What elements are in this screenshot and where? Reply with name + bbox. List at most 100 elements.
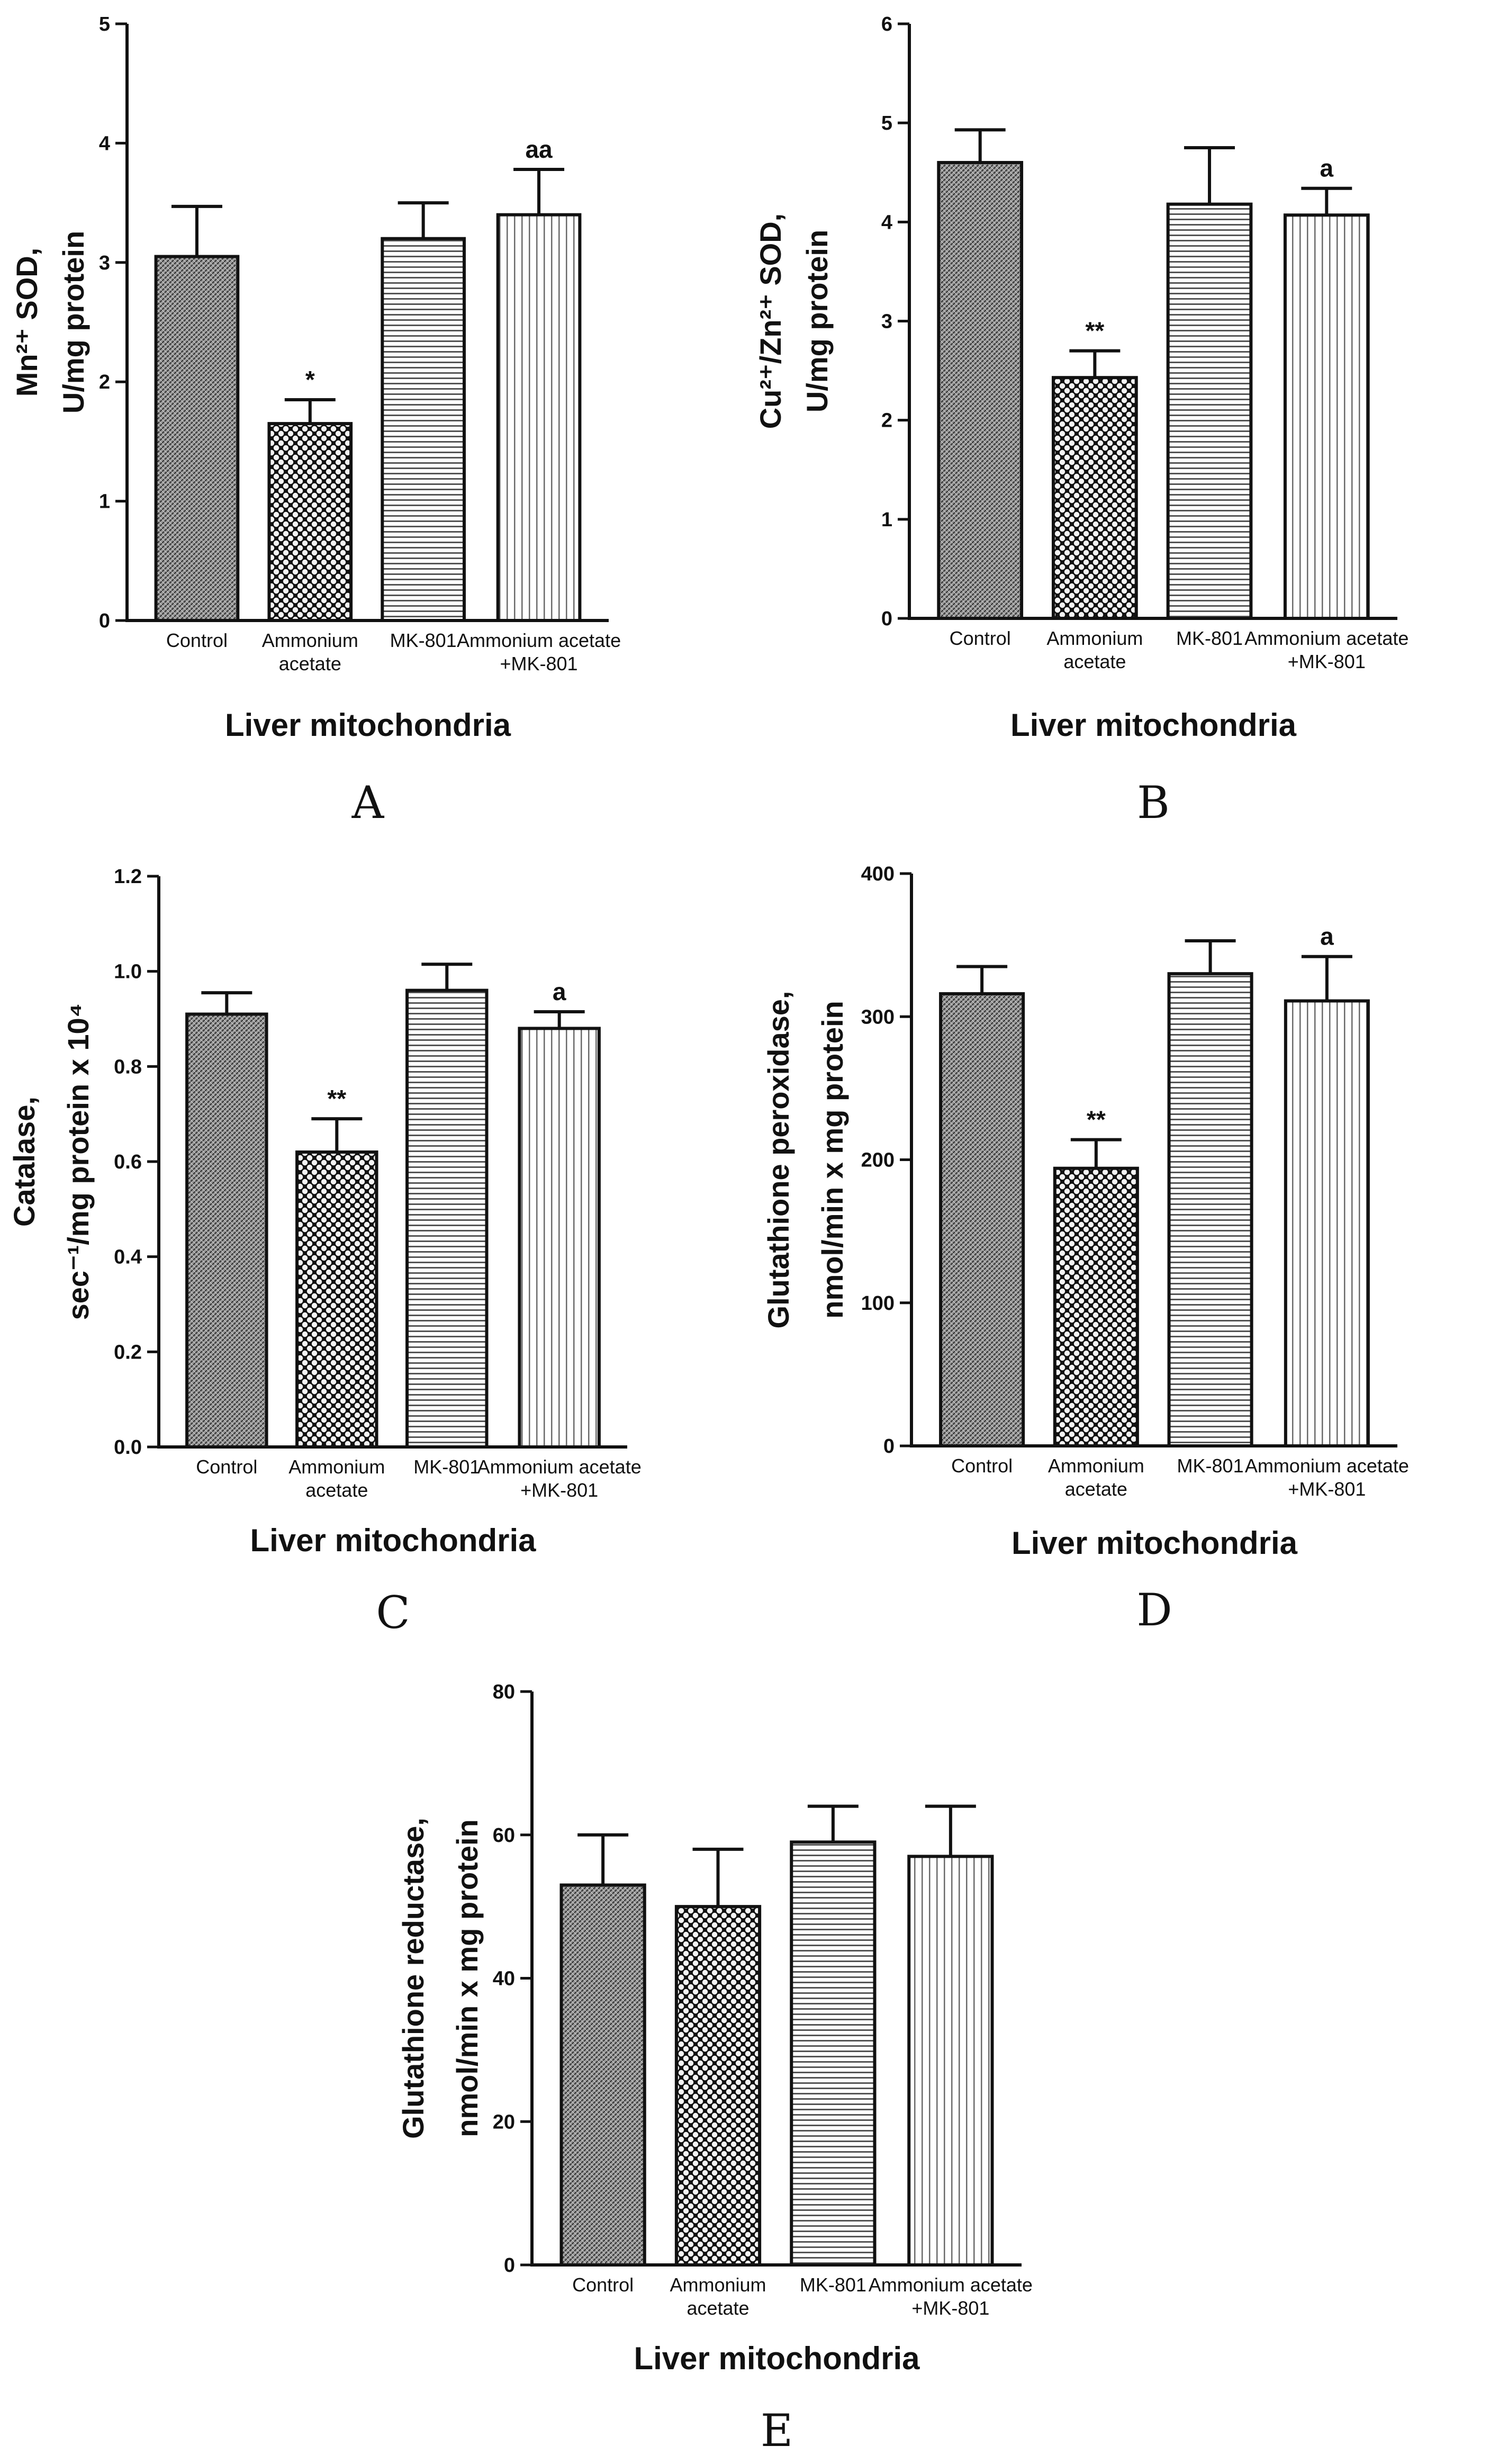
bar [405,988,489,1449]
category-label: MK-801 [1176,627,1243,649]
category-label: MK-801 [390,630,457,651]
y-tick-label: 5 [881,112,892,134]
y-tick-label: 1 [99,491,110,513]
y-axis-title: Mn²⁺ SOD, [10,248,43,397]
category-label: Ammonium acetate [457,630,621,651]
category-label: acetate [687,2297,749,2319]
category-label: Control [166,630,228,651]
significance-label: * [305,366,315,393]
bar [295,1150,378,1449]
category-label: acetate [1063,651,1126,672]
y-tick-label: 0 [99,610,110,632]
bar [674,1905,762,2267]
bar [496,213,582,622]
category-label: MK-801 [1177,1455,1244,1477]
panel-letter: D [1136,1584,1172,1636]
category-label: Control [950,627,1011,649]
significance-label: ** [1085,317,1104,345]
bar [518,1027,601,1449]
category-label: Ammonium [1046,627,1143,649]
x-axis-title: Liver mitochondria [250,1523,536,1558]
category-label: Ammonium [262,630,358,651]
y-tick-label: 1.2 [114,866,142,888]
category-label: +MK-801 [911,2297,989,2319]
y-tick-label: 1 [881,509,892,531]
y-tick-label: 2 [99,371,110,393]
category-label: acetate [1065,1478,1127,1500]
bar [381,237,466,623]
y-tick-label: 400 [861,863,895,885]
category-label: MK-801 [800,2274,866,2296]
y-tick-label: 40 [493,1968,515,1990]
y-tick-label: 3 [99,252,110,274]
y-tick-label: 4 [881,211,892,233]
y-axis-title: nmol/min x mg protein [816,1001,849,1318]
y-tick-label: 0 [504,2254,515,2277]
significance-label: ** [327,1085,346,1112]
bar [907,1855,994,2267]
x-axis-title: Liver mitochondria [634,2341,920,2376]
y-tick-label: 6 [881,13,892,35]
y-axis-title: Catalase, [7,1096,41,1227]
category-label: Control [951,1455,1013,1477]
y-axis-title: Cu²⁺/Zn²⁺ SOD, [754,213,787,429]
significance-label: a [1320,923,1334,950]
bar [267,422,353,623]
y-tick-label: 1.0 [114,961,142,983]
bar [1053,1166,1139,1448]
bar [1283,213,1370,620]
y-tick-label: 3 [881,311,892,333]
category-label: +MK-801 [1288,1478,1366,1500]
bar [939,992,1025,1447]
y-axis-title: U/mg protein [800,230,834,412]
bar [1166,202,1253,621]
panel-letter: C [376,1587,410,1639]
x-axis-title: Liver mitochondria [225,707,511,743]
category-label: Ammonium acetate [869,2274,1033,2296]
category-label: Ammonium [288,1456,385,1478]
y-axis-title: sec⁻¹/mg protein x 10⁴ [61,1003,95,1320]
category-label: Ammonium [670,2274,766,2296]
significance-label: a [553,978,566,1005]
y-tick-label: 0 [883,1435,895,1458]
y-tick-label: 0.0 [114,1436,142,1459]
y-axis-title: nmol/min x mg protein [450,1819,484,2137]
category-label: Ammonium acetate [477,1456,642,1478]
y-tick-label: 0.8 [114,1056,142,1078]
y-tick-label: 5 [99,13,110,35]
y-tick-label: 0.2 [114,1341,142,1363]
x-axis-title: Liver mitochondria [1012,1525,1298,1561]
significance-label: a [1320,155,1334,182]
category-label: acetate [305,1479,368,1501]
significance-label: ** [1087,1106,1106,1134]
bar [1051,376,1138,620]
category-label: +MK-801 [1288,651,1366,672]
bar [1284,999,1370,1447]
y-tick-label: 200 [861,1149,895,1172]
y-tick-label: 20 [493,2111,515,2133]
y-axis-title: Glutathione reductase, [396,1818,430,2139]
category-label: +MK-801 [500,653,578,675]
y-axis-title: U/mg protein [57,231,90,413]
y-tick-label: 2 [881,410,892,432]
bar [559,1883,646,2267]
bar [154,255,240,622]
y-tick-label: 0.4 [114,1246,142,1269]
significance-label: aa [525,136,553,163]
category-label: +MK-801 [520,1479,598,1501]
chart-panel-c: 0.0 0.2 0.4 0.6 0.8 1.0 1.2 Control ** Ammoniumac… [7,866,642,1639]
bar [185,1012,268,1449]
y-tick-label: 80 [493,1681,515,1703]
bar [790,1840,877,2267]
panel-letter: E [761,2405,793,2457]
category-label: acetate [279,653,341,675]
category-label: Control [196,1456,257,1478]
category-label: MK-801 [413,1456,480,1478]
category-label: Ammonium acetate [1245,1455,1409,1477]
y-axis-title: Glutathione peroxidase, [762,991,795,1329]
y-tick-label: 300 [861,1006,895,1028]
